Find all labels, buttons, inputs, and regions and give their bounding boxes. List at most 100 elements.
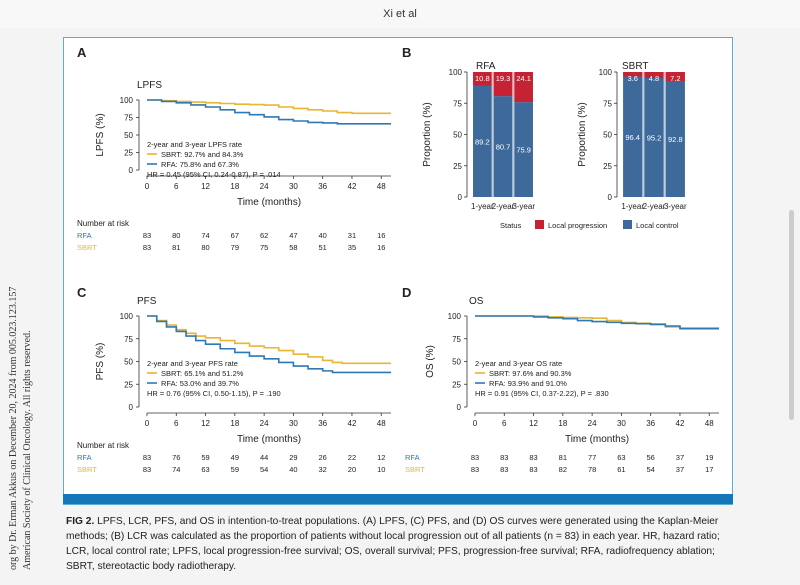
risk-sbrt-C: 59 bbox=[231, 465, 239, 474]
x-tick-label-C: 24 bbox=[260, 419, 269, 428]
risk-sbrt-A: 79 bbox=[231, 243, 239, 252]
bar-legend-swatch-lp bbox=[535, 220, 544, 229]
bar-legend-lp: Local progression bbox=[548, 221, 607, 230]
risk-header-C: Number at risk bbox=[77, 441, 130, 450]
x-tick-label-A: 18 bbox=[230, 182, 239, 191]
x-tick-label-D: 30 bbox=[617, 419, 626, 428]
bar-value-lp-sbrt: 4.8 bbox=[649, 74, 659, 83]
risk-label-rfa-A: RFA bbox=[77, 231, 92, 240]
risk-sbrt-A: 80 bbox=[201, 243, 209, 252]
bar-y-tick-label-rfa: 75 bbox=[453, 99, 462, 108]
risk-sbrt-A: 51 bbox=[319, 243, 327, 252]
legend-title-C: 2-year and 3-year PFS rate bbox=[147, 359, 238, 368]
bar-value-lc-sbrt: 95.2 bbox=[647, 134, 662, 143]
risk-sbrt-A: 81 bbox=[172, 243, 180, 252]
risk-sbrt-D: 54 bbox=[647, 465, 655, 474]
scrollbar[interactable] bbox=[789, 210, 794, 420]
risk-rfa-C: 76 bbox=[172, 453, 180, 462]
bar-band-lp-sbrt bbox=[642, 72, 645, 78]
risk-rfa-D: 83 bbox=[500, 453, 508, 462]
bar-value-lp-rfa: 10.8 bbox=[475, 74, 490, 83]
y-tick-label-A: 25 bbox=[124, 149, 133, 158]
hazard-ratio-C: HR = 0.76 (95% CI, 0.50-1.15), P = .190 bbox=[147, 389, 281, 398]
bar-value-lc-rfa: 89.2 bbox=[475, 137, 490, 146]
bar-local-progression-rfa bbox=[514, 72, 533, 103]
y-axis-label-D: OS (%) bbox=[425, 345, 436, 378]
bar-y-axis-label-rfa: Proportion (%) bbox=[422, 102, 433, 166]
y-axis-label-A: LPFS (%) bbox=[95, 113, 106, 156]
bar-value-lc-sbrt: 92.8 bbox=[668, 135, 683, 144]
risk-sbrt-A: 16 bbox=[377, 243, 385, 252]
bar-local-control-sbrt bbox=[665, 81, 685, 197]
risk-sbrt-C: 54 bbox=[260, 465, 268, 474]
risk-rfa-D: 83 bbox=[471, 453, 479, 462]
bar-value-lc-rfa: 80.7 bbox=[496, 143, 511, 152]
bar-y-tick-label-sbrt: 25 bbox=[603, 162, 612, 171]
caption-text: LPFS, LCR, PFS, and OS in intention-to-t… bbox=[66, 516, 720, 572]
curve-rfa-A bbox=[147, 99, 391, 125]
x-tick-label-C: 12 bbox=[201, 419, 210, 428]
risk-rfa-A: 47 bbox=[289, 231, 297, 240]
bar-category-rfa: 3-year bbox=[512, 202, 535, 211]
bar-title-rfa: RFA bbox=[476, 61, 496, 72]
bar-local-progression-rfa bbox=[493, 72, 513, 97]
risk-sbrt-A: 58 bbox=[289, 243, 297, 252]
bar-value-lp-sbrt: 3.6 bbox=[627, 74, 637, 83]
risk-sbrt-C: 83 bbox=[143, 465, 151, 474]
risk-rfa-D: 37 bbox=[676, 453, 684, 462]
bar-band-lp-sbrt bbox=[663, 72, 666, 81]
risk-label-sbrt-A: SBRT bbox=[77, 243, 97, 252]
y-tick-label-C: 0 bbox=[129, 403, 134, 412]
x-tick-label-D: 24 bbox=[588, 419, 597, 428]
y-tick-label-D: 50 bbox=[452, 358, 461, 367]
bar-value-lp-rfa: 19.3 bbox=[496, 74, 511, 83]
risk-rfa-A: 83 bbox=[143, 231, 151, 240]
bar-y-tick-label-rfa: 100 bbox=[449, 68, 463, 77]
risk-label-sbrt-D: SBRT bbox=[405, 465, 425, 474]
bar-local-control-rfa bbox=[514, 102, 533, 197]
risk-sbrt-C: 10 bbox=[377, 465, 385, 474]
risk-rfa-C: 44 bbox=[260, 453, 268, 462]
curve-sbrt-C bbox=[147, 315, 391, 365]
risk-sbrt-D: 83 bbox=[471, 465, 479, 474]
x-axis-label-A: Time (months) bbox=[237, 197, 301, 208]
bar-local-progression-sbrt bbox=[623, 72, 643, 77]
risk-rfa-D: 19 bbox=[705, 453, 713, 462]
panel-letter-C: C bbox=[77, 285, 87, 300]
x-tick-label-A: 6 bbox=[174, 182, 179, 191]
x-tick-label-A: 24 bbox=[260, 182, 269, 191]
risk-sbrt-A: 83 bbox=[143, 243, 151, 252]
bar-band-lc-sbrt bbox=[642, 76, 645, 197]
legend-sbrt-A: SBRT: 92.7% and 84.3% bbox=[161, 150, 244, 159]
risk-sbrt-D: 83 bbox=[529, 465, 537, 474]
risk-label-rfa-C: RFA bbox=[77, 453, 92, 462]
risk-rfa-C: 22 bbox=[348, 453, 356, 462]
y-tick-label-C: 75 bbox=[124, 335, 133, 344]
bar-y-tick-label-sbrt: 0 bbox=[608, 193, 613, 202]
x-tick-label-D: 0 bbox=[473, 419, 478, 428]
caption-label: FIG 2. bbox=[66, 516, 95, 527]
x-axis-label-C: Time (months) bbox=[237, 434, 301, 445]
y-axis-label-C: PFS (%) bbox=[95, 343, 106, 381]
risk-rfa-C: 29 bbox=[289, 453, 297, 462]
x-tick-label-A: 48 bbox=[377, 182, 386, 191]
y-tick-label-D: 0 bbox=[457, 403, 462, 412]
panel-letter-B: B bbox=[402, 45, 411, 60]
panel-letter-A: A bbox=[77, 45, 87, 60]
risk-sbrt-D: 82 bbox=[559, 465, 567, 474]
x-tick-label-C: 30 bbox=[289, 419, 298, 428]
bar-band-lp-rfa bbox=[491, 72, 494, 97]
risk-label-rfa-D: RFA bbox=[405, 453, 420, 462]
bar-category-sbrt: 3-year bbox=[664, 202, 687, 211]
bar-value-lp-sbrt: 7.2 bbox=[670, 74, 680, 83]
bar-y-tick-label-sbrt: 100 bbox=[599, 68, 613, 77]
risk-rfa-C: 26 bbox=[319, 453, 327, 462]
bar-y-axis-label-sbrt: Proportion (%) bbox=[577, 102, 588, 166]
risk-rfa-D: 81 bbox=[559, 453, 567, 462]
bar-local-control-sbrt bbox=[644, 78, 664, 197]
bar-y-tick-label-rfa: 50 bbox=[453, 131, 462, 140]
panel-letter-D: D bbox=[402, 285, 411, 300]
curve-rfa-D bbox=[475, 315, 719, 330]
hazard-ratio-D: HR = 0.91 (95% CI, 0.37-2.22), P = .830 bbox=[475, 389, 609, 398]
x-tick-label-A: 12 bbox=[201, 182, 210, 191]
